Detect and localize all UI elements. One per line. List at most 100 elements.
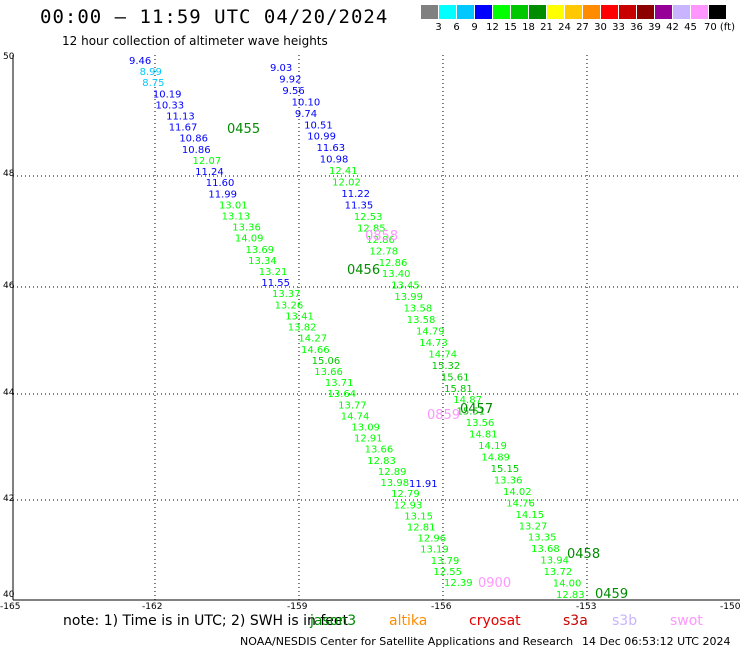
wave-height-label: 13.37 (272, 289, 301, 300)
sat-s3a: s3a (563, 613, 588, 629)
wave-height-label: 14.73 (419, 338, 448, 349)
lat-label-48: 48 (3, 169, 15, 179)
legend-label: 15 (504, 22, 517, 33)
wave-height-label: 8.75 (142, 78, 164, 89)
legend-label: 3 (435, 22, 442, 33)
wave-height-label: 13.79 (431, 556, 460, 567)
wave-height-label: 14.74 (341, 411, 370, 422)
wave-height-label: 14.76 (506, 498, 535, 509)
wave-height-label: 13.98 (380, 478, 409, 489)
wave-height-label: 14.81 (469, 430, 498, 441)
legend-label: 33 (612, 22, 625, 33)
wave-height-label: 13.71 (325, 378, 354, 389)
legend-swatch (529, 5, 546, 19)
wave-height-label: 12.93 (394, 500, 423, 511)
wave-height-label: 15.15 (491, 464, 520, 475)
wave-height-label: 14.02 (503, 487, 532, 498)
wave-height-label: 12.39 (444, 578, 473, 589)
lon-label-159: -159 (287, 602, 308, 612)
legend-label: 24 (558, 22, 571, 33)
wave-height-label: 12.96 (418, 534, 447, 545)
units-note: note: 1) Time is in UTC; 2) SWH is in fe… (63, 613, 349, 629)
legend-swatch (565, 5, 582, 19)
legend-label: 12 (486, 22, 499, 33)
lat-lon-grid (13, 55, 740, 600)
legend-label: 18 (522, 22, 535, 33)
wave-height-label: 13.15 (404, 511, 433, 522)
wave-height-label: 14.00 (553, 579, 582, 590)
lat-label-42: 42 (3, 494, 15, 504)
lon-label-162: -162 (142, 602, 163, 612)
lon-label-150: -150 (720, 602, 740, 612)
wave-height-label: 14.79 (416, 327, 445, 338)
wave-height-label: 15.81 (444, 384, 473, 395)
legend-swatch (439, 5, 456, 19)
wave-height-label: 12.55 (433, 567, 462, 578)
wave-height-label: 11.13 (166, 112, 195, 123)
wave-height-label: 15.51 (457, 407, 486, 418)
plot-frame (12, 55, 740, 601)
wave-height-label: 12.53 (354, 212, 383, 223)
wave-height-label: 12.41 (329, 166, 358, 177)
lat-label-40: 40 (3, 590, 15, 600)
wave-height-label: 12.81 (407, 522, 436, 533)
legend-label: 45 (684, 22, 697, 33)
wave-height-label: 12.89 (378, 467, 407, 478)
pass-time-label: 0456 (347, 263, 380, 278)
wave-height-labels: 9.468.998.7510.1910.3311.1311.6710.8610.… (129, 56, 628, 602)
wave-height-label: 10.10 (292, 97, 321, 108)
wave-height-label: 13.66 (365, 445, 394, 456)
wave-height-label: 14.19 (478, 441, 507, 452)
pass-time-label: 0858 (365, 229, 398, 244)
wave-height-label: 14.89 (481, 453, 510, 464)
wave-height-label: 13.34 (248, 256, 277, 267)
sat-altika: altika (389, 613, 428, 629)
wave-height-label: 11.55 (261, 278, 290, 289)
credit-line: NOAA/NESDIS Center for Satellite Applica… (240, 635, 574, 648)
wave-height-label: 11.63 (317, 143, 346, 154)
wave-height-label: 13.58 (404, 304, 433, 315)
legend-swatch (691, 5, 708, 19)
wave-height-label: 12.83 (556, 590, 585, 601)
legend-swatch (421, 5, 438, 19)
wave-height-label: 10.51 (304, 120, 333, 131)
wave-height-label: 15.61 (441, 372, 470, 383)
wave-height-label: 13.19 (420, 545, 449, 556)
wave-height-label: 15.06 (312, 356, 341, 367)
lon-label-153: -153 (576, 602, 597, 612)
generated-timestamp: 14 Dec 06:53:12 UTC 2024 (582, 635, 731, 648)
wave-height-label: 10.86 (179, 134, 208, 145)
wave-height-label: 13.35 (528, 533, 557, 544)
wave-height-label: 10.86 (182, 145, 211, 156)
legend-swatch (457, 5, 474, 19)
sat-jason3: jason3 (310, 613, 357, 629)
wave-height-label: 13.56 (466, 418, 495, 429)
lon-label-165: -165 (0, 602, 21, 612)
wave-height-label: 13.36 (494, 475, 523, 486)
wave-height-label: 11.24 (195, 167, 224, 178)
wave-height-label: 10.19 (153, 89, 182, 100)
map-subtitle: 12 hour collection of altimeter wave hei… (62, 34, 328, 48)
wave-height-label: 9.92 (279, 74, 301, 85)
wave-height-label: 14.66 (301, 345, 330, 356)
wave-height-label: 13.41 (285, 311, 314, 322)
wave-height-label: 11.67 (169, 123, 198, 134)
wave-height-label: 13.26 (275, 300, 304, 311)
wave-height-label: 11.35 (345, 200, 374, 211)
pass-time-label: 0859 (427, 408, 460, 423)
lon-label-156: -156 (431, 602, 452, 612)
wave-height-label: 12.79 (391, 489, 420, 500)
wave-height-label: 13.94 (540, 556, 569, 567)
wave-height-label: 14.27 (298, 334, 327, 345)
wave-height-label: 13.21 (259, 267, 288, 278)
wave-height-label: 9.56 (282, 86, 304, 97)
wave-height-label: 13.27 (519, 521, 548, 532)
legend-label: 6 (453, 22, 460, 33)
sat-s3b: s3b (612, 613, 638, 629)
wave-height-label: 13.45 (391, 281, 420, 292)
wave-height-label: 13.64 (328, 389, 357, 400)
legend-swatch (547, 5, 564, 19)
lat-label-46: 46 (3, 281, 15, 291)
